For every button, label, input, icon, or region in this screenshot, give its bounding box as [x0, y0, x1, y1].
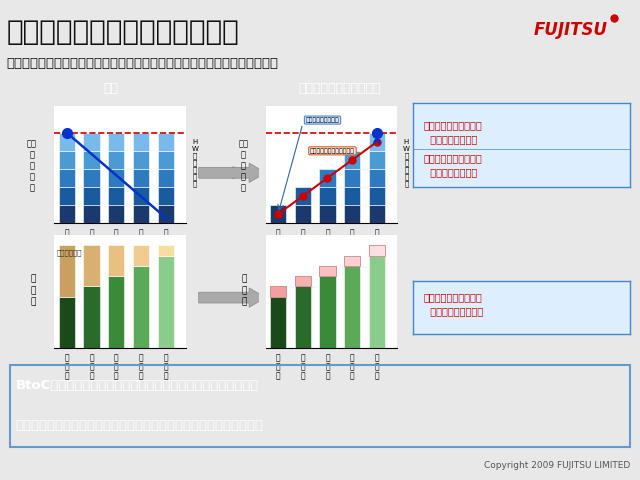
Bar — [133, 266, 149, 348]
Bar — [133, 245, 149, 266]
Bar — [157, 187, 174, 205]
Text: FUJITSU: FUJITSU — [534, 21, 608, 39]
Bar — [108, 133, 124, 151]
Bar — [59, 151, 75, 169]
Text: ・ビット単価が下落し
  コスト削減が可能: ・ビット単価が下落し コスト削減が可能 — [424, 154, 483, 178]
Text: ディ
ス
ク
容
量: ディ ス ク 容 量 — [238, 139, 248, 192]
Bar — [157, 133, 174, 151]
Bar — [157, 169, 174, 187]
Bar — [83, 245, 100, 287]
Bar — [133, 187, 149, 205]
FancyArrow shape — [198, 288, 266, 307]
Bar — [344, 266, 360, 348]
Bar — [344, 187, 360, 205]
Bar — [133, 169, 149, 187]
Bar — [59, 297, 75, 348]
Bar — [319, 187, 335, 205]
Text: ディ
ス
ク
容
量: ディ ス ク 容 量 — [27, 139, 37, 192]
Bar — [133, 205, 149, 223]
Text: H
W
投
資
合
計
額: H W 投 資 合 計 額 — [403, 139, 410, 187]
Bar — [157, 245, 174, 256]
Bar — [108, 205, 124, 223]
Bar — [270, 287, 286, 297]
Text: ・未使用領域に対する
  電気代の抑制が可能: ・未使用領域に対する 電気代の抑制が可能 — [424, 292, 483, 317]
Bar — [157, 151, 174, 169]
FancyArrow shape — [198, 163, 266, 182]
Bar — [83, 169, 100, 187]
Bar — [133, 133, 149, 151]
Bar — [108, 276, 124, 348]
Bar — [59, 187, 75, 205]
Bar — [83, 287, 100, 348]
Text: ディスクのビット単価下落: ディスクのビット単価下落 — [310, 148, 355, 154]
Text: H
W
投
資
合
計
額: H W 投 資 合 計 額 — [192, 139, 198, 187]
Bar — [344, 169, 360, 187]
Bar — [108, 187, 124, 205]
Text: 実使用ディスク容量: 実使用ディスク容量 — [306, 117, 339, 123]
Bar — [344, 151, 360, 169]
Bar — [369, 133, 385, 151]
Bar — [319, 205, 335, 223]
Text: Copyright 2009 FUJITSU LIMITED: Copyright 2009 FUJITSU LIMITED — [484, 461, 630, 470]
Text: 未使用容量分: 未使用容量分 — [57, 250, 83, 256]
Bar — [59, 133, 75, 151]
Bar — [294, 205, 311, 223]
Bar — [270, 205, 286, 223]
Bar — [83, 151, 100, 169]
Bar — [294, 187, 311, 205]
Text: 容量の仮想化でディスクの使用効率を向上し、投資コストと消費電力を削減: 容量の仮想化でディスクの使用効率を向上し、投資コストと消費電力を削減 — [6, 57, 278, 70]
Bar — [369, 169, 385, 187]
Bar — [133, 151, 149, 169]
Bar — [344, 205, 360, 223]
Bar — [369, 151, 385, 169]
Text: 容量設計をしても初期利用時に空き容量が多いシステムに向いている: 容量設計をしても初期利用時に空き容量が多いシステムに向いている — [16, 419, 264, 432]
Text: シン・プロビジョニング: シン・プロビジョニング — [298, 82, 380, 96]
Bar — [83, 187, 100, 205]
Bar — [270, 297, 286, 348]
Bar — [108, 245, 124, 276]
Text: BtoCなど需要が読めず初期容量見積もりが困難なシステムや、: BtoCなど需要が読めず初期容量見積もりが困難なシステムや、 — [16, 379, 259, 392]
Bar — [319, 266, 335, 276]
Text: 電
気
代: 電 気 代 — [31, 275, 36, 306]
Bar — [108, 151, 124, 169]
Bar — [83, 133, 100, 151]
Bar — [369, 245, 385, 256]
Bar — [369, 187, 385, 205]
Text: シン・プロビジョニングの効果: シン・プロビジョニングの効果 — [6, 18, 239, 46]
Bar — [344, 256, 360, 266]
FancyArrowPatch shape — [205, 168, 243, 178]
Bar — [369, 205, 385, 223]
Bar — [59, 205, 75, 223]
Bar — [59, 245, 75, 297]
Bar — [319, 169, 335, 187]
Bar — [294, 287, 311, 348]
Bar — [59, 169, 75, 187]
Bar — [83, 205, 100, 223]
Bar — [319, 276, 335, 348]
Bar — [294, 276, 311, 287]
Text: 電
気
代: 電 気 代 — [242, 275, 247, 306]
Bar — [157, 205, 174, 223]
Text: 従来: 従来 — [103, 82, 118, 96]
Bar — [108, 169, 124, 187]
Bar — [369, 256, 385, 348]
Bar — [157, 256, 174, 348]
Text: ・必要ディスク容量に
  応じた投資が可能: ・必要ディスク容量に 応じた投資が可能 — [424, 120, 483, 144]
